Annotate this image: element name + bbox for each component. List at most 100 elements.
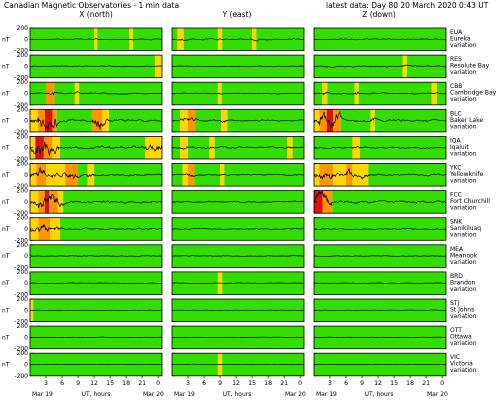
y-tick-label: -200 bbox=[14, 210, 28, 217]
panel-eua-x bbox=[29, 27, 163, 52]
activity-band bbox=[44, 109, 53, 132]
y-unit-label: nT bbox=[2, 199, 10, 206]
station-code: STJ bbox=[450, 300, 459, 307]
x-tick-label: 6 bbox=[60, 380, 64, 387]
y-tick-label: -200 bbox=[14, 237, 28, 244]
series-line bbox=[313, 110, 447, 130]
xlabel-col2: UT, hours bbox=[223, 391, 252, 398]
y-axis-ott: nT 200 0 -200 bbox=[2, 323, 28, 353]
activity-band bbox=[44, 190, 50, 214]
y-unit-label: nT bbox=[2, 145, 10, 152]
station-name: Sanikiluaq bbox=[450, 225, 481, 232]
panel-brd-x bbox=[29, 271, 163, 295]
y-tick-label: -200 bbox=[14, 264, 28, 271]
y-tick-label: 200 bbox=[17, 106, 29, 113]
activity-band bbox=[368, 163, 446, 187]
activity-band bbox=[402, 55, 407, 78]
panel-fcc-x bbox=[29, 190, 163, 214]
panel-blc-x bbox=[29, 108, 163, 133]
series-line bbox=[29, 309, 163, 311]
y-axis-mea: nT 200 0 -200 bbox=[2, 242, 28, 272]
series-line bbox=[171, 38, 304, 42]
station-variation-label: variation bbox=[450, 69, 477, 76]
series-line bbox=[171, 117, 305, 124]
column-header-z: Z (down) bbox=[362, 10, 396, 19]
panel-eua-y bbox=[171, 27, 305, 52]
station-code: BLC bbox=[450, 110, 462, 117]
series-line bbox=[313, 64, 447, 68]
station-variation-label: variation bbox=[450, 96, 477, 103]
y-tick-label: 0 bbox=[24, 63, 28, 70]
x-tick-label: 0 bbox=[156, 380, 160, 387]
axes: nT 200 0 -200 nT 200 0 -200 nT 200 0 -200 nT 200 0 -200… bbox=[2, 25, 444, 387]
y-unit-label: nT bbox=[2, 253, 10, 260]
y-tick-label: 0 bbox=[24, 118, 28, 125]
activity-band bbox=[252, 28, 257, 51]
station-code: OTT bbox=[450, 327, 462, 334]
panel-snk-z bbox=[313, 217, 447, 241]
panel-iqa-z bbox=[313, 135, 447, 160]
activity-band bbox=[59, 136, 146, 159]
station-name: Eureka bbox=[450, 36, 471, 43]
series-line bbox=[313, 145, 447, 150]
x-tick-label: 15 bbox=[248, 380, 256, 387]
y-tick-label: -200 bbox=[14, 373, 28, 380]
activity-band bbox=[38, 190, 45, 214]
y-tick-label: 200 bbox=[17, 242, 29, 249]
y-axis-res: nT 200 0 -200 bbox=[2, 52, 28, 82]
panel-brd-z bbox=[313, 271, 447, 295]
column-header-y: Y (east) bbox=[222, 10, 252, 19]
activity-band bbox=[59, 217, 162, 241]
y-tick-label: 200 bbox=[17, 350, 29, 357]
panel-ykc-y bbox=[171, 163, 305, 187]
y-tick-label: -200 bbox=[14, 183, 28, 190]
activity-band bbox=[46, 82, 55, 105]
activity-band bbox=[374, 109, 446, 132]
panel-ott-x bbox=[29, 325, 163, 350]
y-tick-label: 0 bbox=[24, 307, 28, 314]
panel-iqa-x bbox=[29, 135, 163, 160]
y-tick-label: 200 bbox=[17, 296, 29, 303]
panel-snk-x bbox=[29, 217, 163, 241]
series-line bbox=[29, 38, 162, 41]
activity-band bbox=[314, 217, 446, 241]
series-line bbox=[30, 363, 162, 366]
x-tick-label: 9 bbox=[360, 380, 364, 387]
station-code: SNK bbox=[450, 219, 463, 226]
x-tick-label: 3 bbox=[186, 380, 190, 387]
y-tick-label: -200 bbox=[14, 48, 28, 55]
activity-band bbox=[35, 136, 44, 159]
panel-stj-x bbox=[29, 298, 163, 323]
panel-fcc-y bbox=[171, 190, 305, 214]
x-tick-label: 21 bbox=[138, 380, 146, 387]
x-tick-label: 18 bbox=[406, 380, 414, 387]
activity-band bbox=[180, 109, 189, 132]
activity-band bbox=[94, 28, 98, 51]
activity-band bbox=[327, 82, 355, 105]
y-tick-label: -200 bbox=[14, 102, 28, 109]
activity-band bbox=[188, 109, 196, 132]
y-axis-cbb: nT 200 0 -200 bbox=[2, 79, 28, 109]
series-line bbox=[314, 255, 447, 257]
y-axis-fcc: nT 200 0 -200 bbox=[2, 188, 28, 218]
y-tick-label: -200 bbox=[14, 156, 28, 163]
y-tick-label: -200 bbox=[14, 75, 28, 82]
panel-brd-y bbox=[171, 271, 305, 295]
series-line bbox=[171, 173, 305, 178]
y-unit-label: nT bbox=[2, 91, 10, 98]
y-tick-label: -200 bbox=[14, 346, 28, 353]
x-tick-label: 12 bbox=[232, 380, 240, 387]
activity-band bbox=[431, 82, 437, 105]
panel-vic-z bbox=[313, 352, 447, 377]
y-tick-label: 0 bbox=[24, 280, 28, 287]
activity-band bbox=[38, 109, 45, 132]
panel-eua-z bbox=[313, 27, 447, 52]
panel-mea-z bbox=[313, 244, 447, 268]
y-tick-label: 200 bbox=[17, 161, 29, 168]
y-unit-label: nT bbox=[2, 334, 10, 341]
